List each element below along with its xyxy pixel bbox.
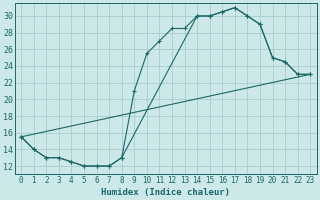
- X-axis label: Humidex (Indice chaleur): Humidex (Indice chaleur): [101, 188, 230, 197]
